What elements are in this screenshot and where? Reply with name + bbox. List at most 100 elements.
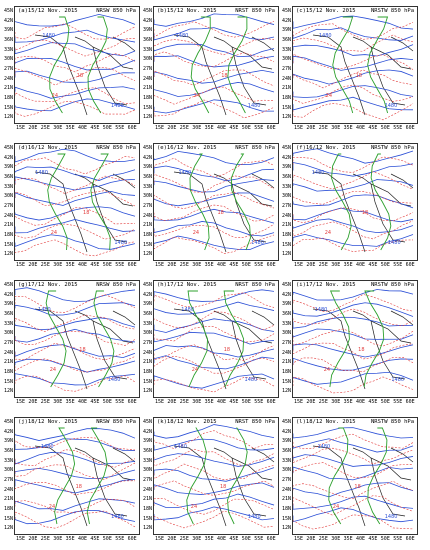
longitude-label: 50E — [102, 125, 112, 131]
latitude-label: 36N — [142, 448, 152, 454]
height-contour — [293, 162, 414, 177]
contour-label: 24 — [52, 93, 58, 99]
latitude-label: 45N — [3, 145, 13, 151]
height-contour — [15, 467, 136, 479]
latitude-label: 18N — [3, 506, 13, 512]
panel-experiment: NRST 850 hPa — [235, 145, 275, 151]
latitude-label: 21N — [281, 222, 291, 229]
longitude-label: 40E — [356, 399, 366, 405]
longitude-label: 40E — [78, 262, 88, 268]
longitude-label: 20E — [28, 262, 38, 268]
longitude-label: 20E — [28, 125, 38, 131]
height-contour — [293, 427, 414, 439]
longitude-label: 30E — [53, 536, 63, 542]
longitude-label: 20E — [167, 125, 177, 131]
latitude-label: 39N — [142, 438, 152, 445]
height-contour — [15, 29, 136, 43]
longitude-label: 55E — [115, 536, 125, 542]
longitude-label: 50E — [380, 399, 390, 405]
height-contour — [293, 328, 414, 340]
contour-label: 18 — [76, 484, 82, 490]
longitude-label: 55E — [393, 399, 403, 405]
longitude-label: 40E — [78, 125, 88, 131]
height-contour — [293, 179, 414, 192]
longitude-label: 20E — [167, 399, 177, 405]
latitude-label: 18N — [142, 232, 152, 238]
map-plot: 1480 18 24 1480 — [154, 13, 275, 119]
contour-label: 1480 — [176, 33, 189, 39]
height-contour — [154, 235, 275, 250]
map-plot: 1480 18 24 1480 — [15, 427, 136, 529]
longitude-label: 35E — [343, 125, 353, 131]
latitude-label: 24N — [142, 212, 152, 219]
longitude-label: 20E — [28, 536, 38, 542]
map-plot: 1480 18 24 1480 — [15, 287, 136, 392]
wind-contour — [54, 427, 76, 525]
latitude-label: 27N — [142, 66, 152, 72]
latitude-label: 21N — [142, 496, 152, 503]
height-contour — [15, 452, 136, 466]
longitude-label: 55E — [393, 262, 403, 268]
longitude-label: 55E — [115, 125, 125, 131]
contour-label: 18 — [77, 73, 83, 79]
latitude-label: 12N — [3, 251, 13, 258]
temperature-contour — [15, 223, 136, 240]
latitude-label: 39N — [142, 301, 152, 308]
height-contour — [293, 96, 414, 111]
contour-label: 18 — [224, 347, 230, 353]
latitude-label: 27N — [142, 340, 152, 346]
contour-label: 24 — [326, 93, 332, 99]
longitude-label: 20E — [306, 125, 316, 131]
height-contour — [293, 55, 414, 71]
latitude-label: 45N — [3, 282, 13, 288]
latitude-label: 45N — [142, 8, 152, 14]
latitude-label: 15N — [281, 515, 291, 522]
coastline — [34, 308, 136, 390]
height-contour — [154, 467, 275, 482]
latitude-label: 45N — [281, 8, 291, 14]
latitude-label: 33N — [3, 46, 13, 53]
temperature-contour — [154, 51, 275, 67]
longitude-label: 45E — [368, 536, 378, 542]
height-contour — [154, 331, 275, 345]
longitude-label: 45E — [90, 262, 100, 268]
height-contour — [293, 69, 414, 85]
temperature-contour — [154, 37, 275, 56]
longitude-label: 60E — [127, 125, 137, 131]
height-contour — [15, 206, 136, 221]
height-contour — [15, 86, 136, 99]
latitude-label: 33N — [142, 183, 152, 190]
panel-title: (c)15/12 Nov. 2015 NRSTW 850 hPa — [296, 8, 414, 15]
longitude-label: 30E — [331, 262, 341, 268]
latitude-label: 24N — [3, 75, 13, 82]
latitude-label: 18N — [142, 506, 152, 512]
wind-contour — [186, 427, 207, 525]
height-contour — [154, 192, 275, 207]
latitude-label: 36N — [3, 37, 13, 43]
panel-experiment: NRSW 850 hPa — [96, 419, 136, 425]
contour-label: 18 — [358, 347, 364, 353]
longitude-label: 25E — [40, 262, 50, 268]
latitude-label: 30N — [3, 56, 13, 63]
latitude-label: 42N — [3, 291, 13, 298]
temperature-contour — [154, 498, 275, 515]
contour-label: 18 — [221, 73, 227, 79]
height-contour — [15, 328, 136, 343]
longitude-label: 25E — [179, 262, 189, 268]
temperature-contour — [293, 462, 414, 479]
temperature-contour — [15, 356, 136, 373]
latitude-label: 12N — [142, 251, 152, 258]
temperature-contour — [293, 480, 414, 500]
contour-label: 24 — [324, 367, 330, 373]
longitude-label: 35E — [65, 125, 75, 131]
longitude-label: 25E — [40, 399, 50, 405]
latitude-label: 36N — [281, 448, 291, 454]
temperature-contour — [154, 86, 275, 105]
latitude-label: 36N — [281, 311, 291, 317]
temperature-contour — [15, 498, 136, 514]
latitude-label: 24N — [3, 486, 13, 493]
contour-label: 24 — [192, 367, 198, 373]
height-contour — [293, 27, 414, 41]
longitude-label: 25E — [179, 536, 189, 542]
latitude-label: 27N — [3, 203, 13, 209]
